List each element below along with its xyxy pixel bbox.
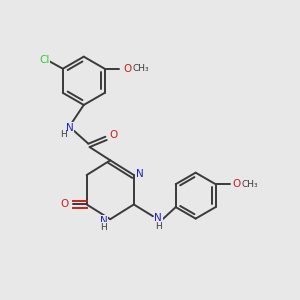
Text: O: O (124, 64, 132, 74)
Text: O: O (109, 130, 117, 140)
Text: H: H (60, 130, 67, 139)
Text: CH₃: CH₃ (132, 64, 149, 73)
Text: N: N (100, 216, 108, 226)
Text: N: N (66, 123, 74, 133)
Text: N: N (154, 213, 162, 223)
Text: N: N (136, 169, 144, 179)
Text: O: O (61, 199, 69, 209)
Text: H: H (100, 223, 107, 232)
Text: H: H (155, 222, 162, 231)
Text: O: O (232, 179, 241, 189)
Text: Cl: Cl (39, 55, 50, 65)
Text: CH₃: CH₃ (241, 180, 258, 189)
